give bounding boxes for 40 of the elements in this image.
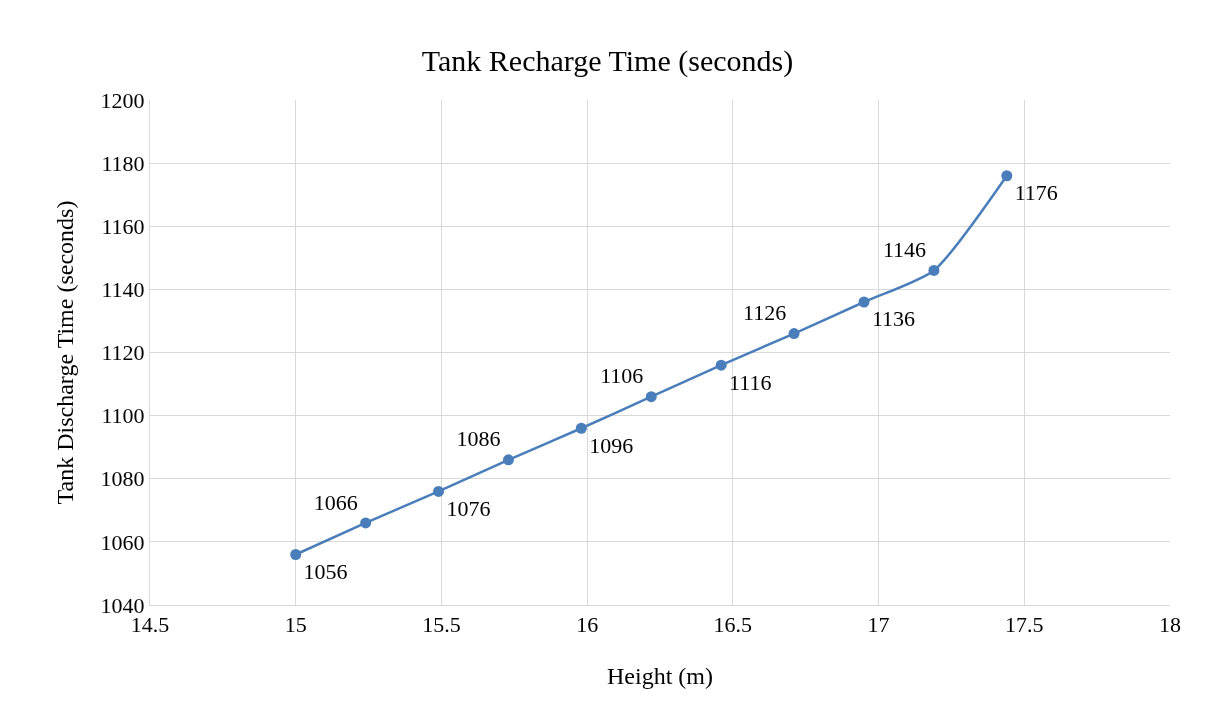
point <box>290 549 302 560</box>
point <box>360 517 372 529</box>
y-tick-label: 1160 <box>101 213 145 239</box>
point <box>645 391 657 403</box>
x-axis-title: Height (m) <box>607 662 713 689</box>
x-tick-label: 16 <box>576 612 599 638</box>
y-tick-label: 1100 <box>101 403 145 429</box>
point <box>928 264 940 276</box>
data-label: 1106 <box>600 363 644 389</box>
point <box>715 359 727 371</box>
data-label: 1176 <box>1014 180 1058 206</box>
point <box>788 328 800 340</box>
y-tick-label: 1180 <box>101 150 145 176</box>
y-axis-title: Tank Discharge Time (seconds) <box>51 200 78 505</box>
y-tick-label: 1060 <box>100 529 145 555</box>
chart-title: Tank Recharge Time (seconds) <box>421 44 794 79</box>
data-label: 1146 <box>882 237 927 263</box>
point <box>575 422 587 434</box>
data-label: 1056 <box>303 558 348 584</box>
data-label: 1126 <box>743 300 787 326</box>
y-tick-label: 1140 <box>101 277 145 303</box>
x-tick-label: 15.5 <box>422 612 461 638</box>
y-tick-label: 1080 <box>100 466 145 492</box>
y-tick-label: 1200 <box>100 87 145 113</box>
data-label: 1116 <box>729 369 772 395</box>
data-label: 1076 <box>446 495 491 521</box>
point <box>858 296 870 308</box>
data-label: 1066 <box>313 489 358 515</box>
x-tick-label: 16.5 <box>713 612 753 638</box>
point <box>433 485 445 497</box>
point <box>1001 170 1013 182</box>
data-label: 1136 <box>871 306 916 332</box>
y-tick-label: 1120 <box>101 340 145 366</box>
point <box>502 454 514 466</box>
x-tick-label: 15 <box>284 612 307 638</box>
x-tick-label: 18 <box>1159 612 1181 638</box>
data-label: 1086 <box>456 426 501 452</box>
data-label: 1096 <box>589 432 634 458</box>
x-tick-label: 17.5 <box>1005 612 1044 638</box>
x-tick-label: 17 <box>867 612 890 638</box>
